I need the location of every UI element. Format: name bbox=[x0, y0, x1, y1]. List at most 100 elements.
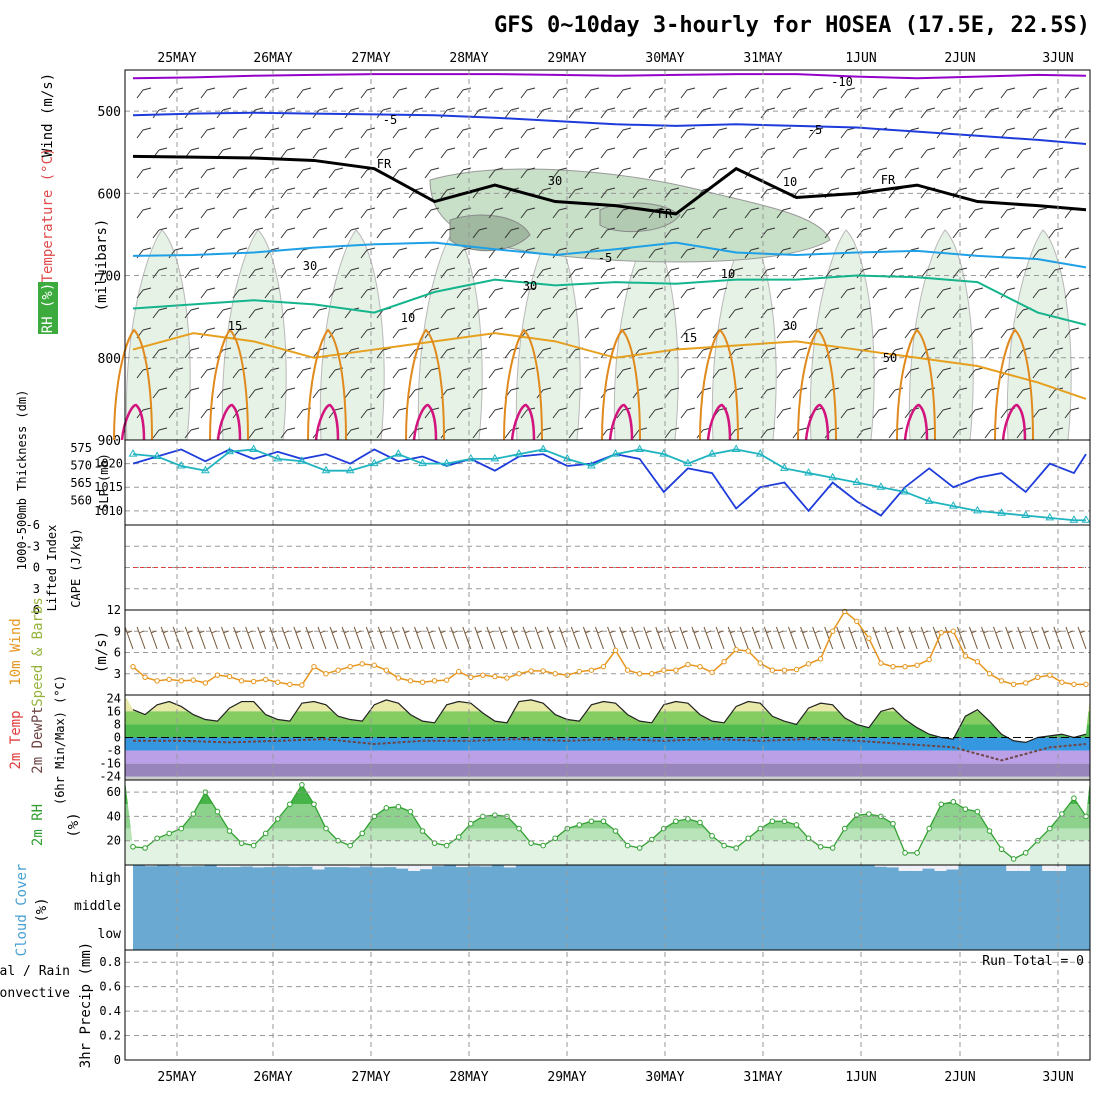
wind-speed-point bbox=[588, 667, 595, 673]
surface-wind-barb bbox=[1077, 626, 1087, 650]
wind-barb bbox=[136, 287, 152, 299]
wind-barb bbox=[792, 427, 808, 439]
upper-wind-label: Wind (m/s) bbox=[40, 73, 56, 157]
surface-wind-barb bbox=[498, 626, 508, 650]
rh-unit-label: (%) bbox=[66, 812, 82, 837]
wind-barb bbox=[760, 387, 776, 399]
cloud-tick-label: middle bbox=[74, 899, 121, 914]
contour-warm-pulse bbox=[405, 328, 445, 441]
surface-wind-barb bbox=[582, 626, 592, 650]
wind-barb bbox=[936, 327, 952, 339]
wind-barb bbox=[872, 287, 888, 299]
contour--5 bbox=[132, 111, 1087, 145]
wind-barb bbox=[760, 227, 776, 239]
wind-barb bbox=[1064, 367, 1080, 379]
temp-band bbox=[125, 763, 1090, 777]
wind-speed-point bbox=[480, 672, 486, 678]
surface-wind-barb bbox=[908, 626, 918, 650]
cloud-high-gap bbox=[946, 865, 959, 870]
wind-barb bbox=[536, 227, 552, 239]
wind-barb bbox=[584, 287, 600, 299]
rh-point bbox=[576, 822, 583, 828]
wind-barb bbox=[936, 167, 952, 179]
wind-barb bbox=[664, 147, 680, 159]
rh-point bbox=[588, 818, 595, 825]
wind-speed-point bbox=[359, 661, 365, 667]
cloud-panel: high middle low Cloud Cover (%) bbox=[14, 864, 1090, 956]
cloud-unit-label: (%) bbox=[34, 897, 50, 922]
top-date-label: 3JUN bbox=[1042, 51, 1073, 66]
temp-band bbox=[125, 724, 1090, 738]
wind-barb bbox=[600, 307, 616, 319]
thickness-point bbox=[345, 465, 355, 474]
wind-tick-label: 12 bbox=[107, 603, 121, 617]
top-date-label: 31MAY bbox=[743, 51, 782, 66]
temp-line bbox=[132, 699, 1087, 744]
wind-barb bbox=[264, 327, 280, 339]
wind-barb bbox=[536, 347, 552, 359]
wind-barb bbox=[696, 307, 712, 319]
wind-barb bbox=[1000, 287, 1016, 299]
contour-label: -5 bbox=[808, 123, 822, 137]
wind-barb bbox=[1064, 127, 1080, 139]
wind-barb bbox=[632, 187, 648, 199]
dewpoint-line bbox=[133, 738, 1087, 762]
wind-barb bbox=[488, 127, 504, 139]
contour-label: FR bbox=[881, 173, 896, 187]
contour--10 bbox=[132, 73, 1087, 80]
wind-barb bbox=[488, 167, 504, 179]
thickness-point bbox=[587, 460, 596, 469]
wind-barb bbox=[232, 167, 248, 179]
wind-barb bbox=[936, 367, 952, 379]
wind-barb bbox=[344, 267, 360, 279]
wind-barb bbox=[616, 87, 632, 99]
cloud-high-gap bbox=[396, 865, 409, 869]
wind-barb bbox=[680, 207, 696, 219]
wind-barb bbox=[984, 107, 1000, 119]
wind-barb bbox=[312, 147, 328, 159]
wind-barb bbox=[632, 267, 648, 279]
wind-speed-point bbox=[456, 668, 462, 675]
thickness-point bbox=[828, 472, 838, 481]
wind-barb bbox=[616, 127, 632, 139]
wind-barb bbox=[568, 187, 584, 199]
wind-barb bbox=[936, 407, 952, 419]
surface-wind-barb bbox=[269, 626, 279, 650]
wind-barb bbox=[824, 107, 840, 119]
surface-wind-barb bbox=[148, 626, 158, 650]
wind-barb bbox=[1064, 167, 1080, 179]
rh-point bbox=[902, 850, 908, 856]
wind-barb bbox=[520, 287, 536, 299]
cloud-high-gap bbox=[898, 865, 911, 871]
wind-barb bbox=[472, 427, 488, 439]
wind-barb bbox=[584, 407, 600, 419]
rh-point bbox=[721, 842, 727, 849]
wind-barb bbox=[264, 167, 280, 179]
wind-speed-point bbox=[311, 663, 317, 670]
thickness-tick-label: 570 bbox=[70, 459, 92, 473]
wind-barb bbox=[824, 307, 840, 319]
temp-tick-label: 24 bbox=[107, 691, 121, 705]
wind-barb bbox=[1000, 167, 1016, 179]
wind-speed-point bbox=[793, 666, 800, 673]
wind-barb bbox=[808, 287, 824, 299]
thickness-point bbox=[297, 456, 307, 464]
rh-point bbox=[673, 818, 679, 825]
wind-barb bbox=[680, 87, 696, 99]
wind-barb bbox=[968, 127, 984, 139]
wind-barb bbox=[168, 327, 184, 339]
wind-barb bbox=[792, 147, 808, 159]
wind-barb bbox=[776, 407, 792, 419]
thickness-point bbox=[659, 449, 669, 457]
surface-wind-barb bbox=[281, 626, 291, 650]
rh-point bbox=[1071, 795, 1077, 802]
thickness-point bbox=[804, 468, 813, 476]
rh-point bbox=[926, 825, 932, 832]
wind-barb bbox=[776, 167, 792, 179]
rh-point bbox=[745, 835, 752, 842]
wind-barb bbox=[840, 367, 856, 379]
rh-point bbox=[1059, 811, 1065, 817]
wind-barb bbox=[440, 307, 456, 319]
contour-hot-pulse bbox=[216, 403, 242, 441]
rh-shading bbox=[125, 168, 1072, 441]
